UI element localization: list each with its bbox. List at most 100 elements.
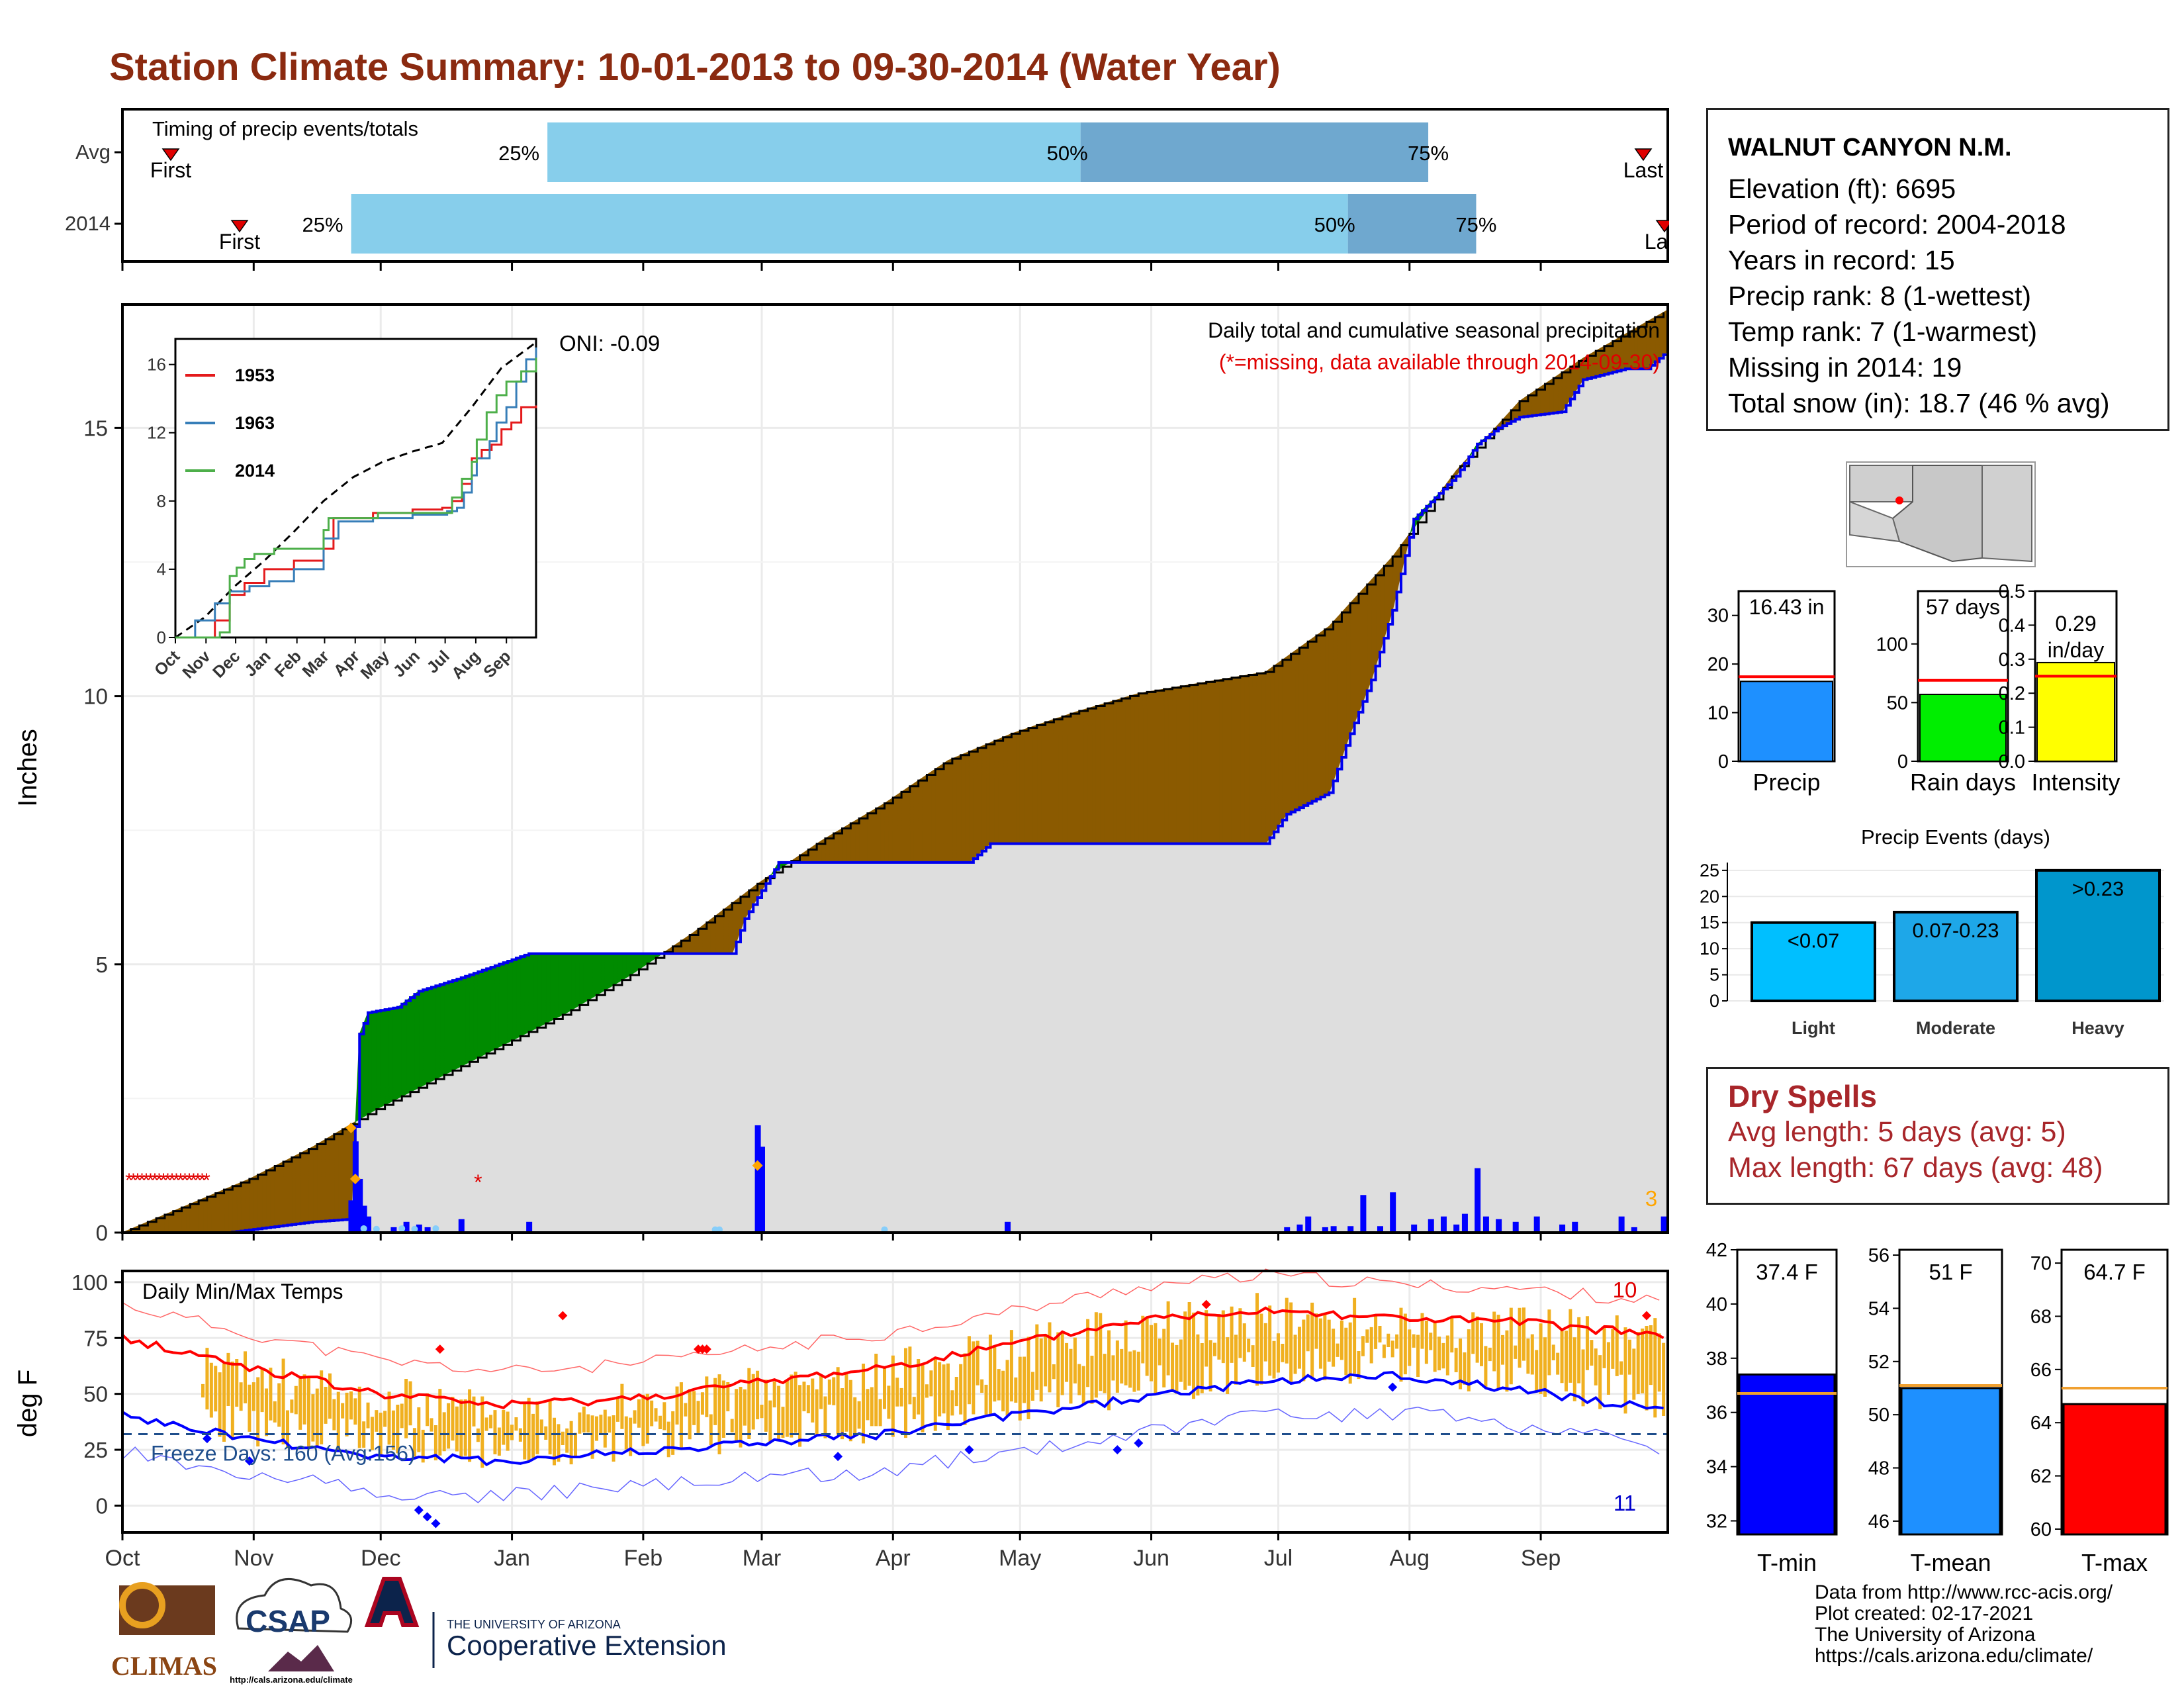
record-high-marker: [435, 1344, 445, 1354]
missing-day-marker: *: [125, 1170, 133, 1192]
record-low-marker: [1134, 1438, 1144, 1448]
record-high-marker: [1642, 1311, 1652, 1321]
record-high-marker: [1201, 1299, 1211, 1309]
csap-logo-text: CSAP: [246, 1604, 330, 1638]
precip-events-tick-label: 5: [1709, 965, 1719, 985]
inset-2014-line: [175, 357, 537, 639]
daily-precip-bar: [1475, 1168, 1481, 1233]
record-low-marker: [414, 1505, 424, 1515]
timing-bar-50-75: [1080, 122, 1429, 182]
current-year-cumulative-line: [122, 351, 1669, 1234]
temp-bar-tick-label: 54: [1868, 1298, 1889, 1319]
footer-credits: Data from http://www.rcc-acis.org/ Plot …: [1815, 1582, 2113, 1667]
missing-day-marker: *: [190, 1170, 198, 1192]
daily-precip-bar: [1330, 1226, 1337, 1233]
temp-bar-tick-label: 36: [1706, 1403, 1727, 1424]
record-low-marker: [1113, 1445, 1122, 1455]
page-title: Station Climate Summary: 10-01-2013 to 0…: [109, 46, 1281, 89]
station-precip-rank: Precip rank: 8 (1-wettest): [1728, 281, 2031, 311]
precip-y-tick-label: 15: [83, 416, 108, 440]
mini-bar-label: Rain days: [1910, 769, 2016, 796]
last-event-marker: [1655, 220, 1674, 233]
daily-precip-bar: [424, 1227, 431, 1233]
missing-day-marker: *: [185, 1170, 193, 1192]
daily-precip-bar: [1461, 1213, 1468, 1233]
dry-spells-max: Max length: 67 days (avg: 48): [1728, 1152, 2103, 1184]
average-low-line: [121, 1370, 1664, 1467]
first-event-label: First: [150, 158, 191, 182]
daily-precip-bar: [1377, 1226, 1383, 1233]
climas-logo-block: [119, 1585, 215, 1635]
precip-events-category: Heavy: [2071, 1018, 2124, 1038]
temp-bar-tick-label: 60: [2030, 1519, 2052, 1540]
timing-row-label: 2014: [65, 212, 111, 235]
temp-bar-value: [1738, 1373, 1836, 1536]
precip-subtitle: Daily total and cumulative seasonal prec…: [1208, 318, 1660, 342]
snow-event-count: 3: [1645, 1186, 1657, 1211]
temp-bar-tick-label: 50: [1868, 1405, 1889, 1426]
month-axis-label: May: [999, 1546, 1041, 1571]
missing-day-marker: *: [134, 1170, 142, 1192]
station-location-dot: [1895, 496, 1903, 504]
timing-pct-25: 25%: [302, 213, 343, 236]
missing-day-marker: *: [168, 1170, 176, 1192]
mini-bar-value-label: 0.29: [2055, 612, 2096, 635]
inset-legend-label: 1953: [235, 365, 275, 385]
temp-y-axis-label: deg F: [13, 1370, 42, 1437]
record-low-line: [122, 1406, 1660, 1503]
precip-missing-note: (*=missing, data available through 2014-…: [1219, 350, 1660, 374]
temp-chart-title: Daily Min/Max Temps: [142, 1280, 343, 1303]
snow-event-marker: [345, 1122, 357, 1133]
record-high-line: [122, 1268, 1660, 1374]
temp-bar-tick-label: 32: [1706, 1511, 1727, 1532]
temp-bar-value-label: 51 F: [1929, 1260, 1972, 1284]
footer-line-univ: The University of Arizona: [1815, 1624, 2036, 1646]
temp-bar-tick-label: 70: [2030, 1253, 2052, 1274]
inset-average-line: [175, 341, 537, 639]
precip-events-category: Light: [1792, 1018, 1835, 1038]
month-axis-label: Jun: [1133, 1546, 1169, 1571]
record-high-count: 10: [1613, 1278, 1637, 1302]
inset-y-tick-label: 8: [157, 491, 166, 511]
mini-bar-tick-label: 100: [1876, 634, 1908, 655]
daily-temp-range-bars: [201, 1293, 1666, 1468]
daily-precip-bar: [1322, 1227, 1328, 1233]
precip-events-tick-label: 15: [1700, 913, 1719, 933]
daily-precip-bar: [1533, 1216, 1540, 1233]
mini-bar-tick-label: 30: [1707, 606, 1729, 627]
record-low-count: 11: [1614, 1491, 1636, 1515]
temp-bar-tick-label: 68: [2030, 1306, 2052, 1327]
inset-1963-line: [175, 347, 537, 639]
mini-bar-tick-label: 0: [1897, 751, 1908, 773]
inset-1953-line: [175, 405, 537, 639]
temp-bar-tick-label: 52: [1868, 1352, 1889, 1373]
freeze-days-label: Freeze Days: 160 (Avg:156): [151, 1441, 416, 1465]
record-high-marker: [558, 1311, 568, 1321]
station-elevation: Elevation (ft): 6695: [1728, 173, 1956, 204]
inset-legend-label: 2014: [235, 461, 275, 481]
daily-precip-bar: [403, 1221, 410, 1233]
precip-y-tick-label: 5: [96, 953, 108, 977]
daily-precip-bar: [1496, 1219, 1502, 1233]
daily-precip-bar: [1284, 1227, 1291, 1233]
month-axis-label: Sep: [1521, 1546, 1561, 1571]
timing-pct-50: 50%: [1047, 142, 1088, 165]
first-event-label: First: [219, 230, 260, 254]
last-event-label: Last: [1623, 158, 1664, 182]
temp-bar-label: T-max: [2081, 1549, 2148, 1576]
daily-precip-bar: [1482, 1216, 1489, 1233]
dry-spells-box: Dry Spells Avg length: 5 days (avg: 5) M…: [1706, 1067, 2169, 1205]
month-axis-label: Jan: [494, 1546, 530, 1571]
record-low-marker: [244, 1456, 254, 1466]
station-snow: Total snow (in): 18.7 (46 % avg): [1728, 388, 2110, 418]
timing-pct-25: 25%: [498, 142, 539, 165]
footer-line-data: Data from http://www.rcc-acis.org/: [1815, 1581, 2113, 1603]
mini-bar-label: Precip: [1752, 769, 1820, 796]
precip-events-tick-label: 10: [1700, 939, 1719, 959]
daily-precip-bar: [361, 1205, 367, 1233]
mini-bar-tick-label: 50: [1887, 692, 1908, 714]
daily-precip-bar: [1559, 1224, 1566, 1233]
record-low-marker: [833, 1452, 843, 1462]
climas-logo-sun: [119, 1582, 165, 1628]
precip-events-bar: [1893, 910, 2019, 1003]
